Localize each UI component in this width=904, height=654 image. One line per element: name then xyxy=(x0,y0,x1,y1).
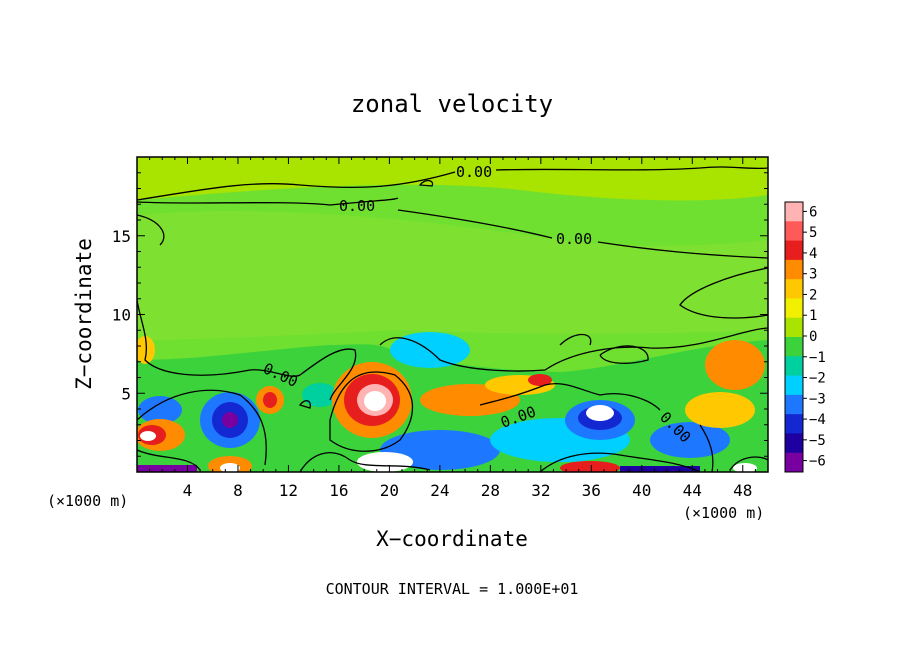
contour-line xyxy=(137,449,201,471)
colorbar-swatch xyxy=(785,279,803,299)
contour-line xyxy=(137,389,267,466)
blue-patch xyxy=(650,422,730,458)
colorbar-swatch xyxy=(785,414,803,434)
colorbar-label: 4 xyxy=(809,246,817,262)
contour-line xyxy=(137,214,165,246)
colorbar-frame xyxy=(784,201,804,473)
colorbar-label: −2 xyxy=(809,371,826,387)
white-patch xyxy=(140,431,156,441)
contour-line xyxy=(539,452,701,472)
x-tick-label: 16 xyxy=(329,481,348,500)
colorbar-swatch xyxy=(785,221,803,242)
x-tick-label: 48 xyxy=(733,481,752,500)
x-tick-label: 44 xyxy=(683,481,702,500)
plot-area xyxy=(137,157,768,472)
contour-label: 0.00 xyxy=(339,197,375,215)
contour-line xyxy=(599,345,649,364)
y-axis: 5 10 15 xyxy=(112,172,768,457)
colorbar-label: 0 xyxy=(809,329,817,345)
x-tick-label: 20 xyxy=(380,481,399,500)
colorbar-label: −4 xyxy=(809,412,826,428)
red-patch xyxy=(263,392,277,408)
orange-patch xyxy=(685,392,755,428)
colorbar-label: −6 xyxy=(809,454,826,470)
contour-lines xyxy=(137,166,768,472)
colorbar: 6 5 4 3 2 1 0 −1 −2 −3 −4 −5 −6 xyxy=(784,201,826,473)
contour-line xyxy=(137,197,399,206)
x-tick-label: 8 xyxy=(233,481,243,500)
x-tick-label: 36 xyxy=(582,481,601,500)
contour-line xyxy=(679,267,768,319)
contour-line xyxy=(479,383,661,411)
colorbar-swatch xyxy=(785,317,803,338)
white-patch xyxy=(364,391,386,411)
colorbar-swatch xyxy=(785,375,803,396)
x-tick-label: 12 xyxy=(279,481,298,500)
colorbar-swatch xyxy=(785,394,803,415)
colorbar-swatch xyxy=(785,202,803,222)
white-patch xyxy=(733,463,757,472)
red-patch xyxy=(528,374,552,386)
contour-interval-note: CONTOUR INTERVAL = 1.000E+01 xyxy=(326,580,579,598)
colorbar-swatch xyxy=(785,240,803,261)
contour-line xyxy=(299,452,431,472)
x-tick-label: 40 xyxy=(632,481,651,500)
x-unit-left: (×1000 m) xyxy=(47,492,128,510)
y-tick-label: 15 xyxy=(112,227,131,246)
colorbar-swatch xyxy=(785,259,803,280)
chart-title: zonal velocity xyxy=(351,90,553,118)
contour-line xyxy=(137,299,357,401)
x-unit-right: (×1000 m) xyxy=(683,504,764,522)
colorbar-swatch xyxy=(785,356,803,377)
colorbar-swatch xyxy=(785,337,803,357)
purple-strip xyxy=(620,466,700,472)
contour-line xyxy=(729,456,768,471)
orange-patch xyxy=(560,461,620,472)
x-tick-label: 28 xyxy=(481,481,500,500)
contour-label: 0.00 xyxy=(456,163,492,181)
contour-line xyxy=(418,179,434,187)
x-axis-label: X−coordinate xyxy=(376,527,528,551)
navy-patch xyxy=(222,412,238,428)
y-tick-label: 10 xyxy=(112,306,131,325)
field-upper-band xyxy=(137,157,768,201)
purple-strip xyxy=(137,465,197,472)
x-tick-label: 24 xyxy=(430,481,449,500)
y-tick-label: 5 xyxy=(121,384,131,403)
blue-patch xyxy=(138,396,182,424)
contour-line xyxy=(597,241,768,259)
contour-line xyxy=(495,166,768,171)
orange-patch xyxy=(420,384,520,416)
colorbar-label: 6 xyxy=(809,204,817,220)
x-axis: 4 8 12 16 20 24 28 32 36 40 44 48 xyxy=(149,157,756,500)
colorbar-swatch xyxy=(785,298,803,319)
contour-line xyxy=(379,327,768,372)
colorbar-label: 3 xyxy=(809,267,817,283)
x-tick-label: 32 xyxy=(531,481,550,500)
contour-line xyxy=(298,400,311,409)
contour-line xyxy=(329,371,414,452)
y-axis-label: Z−coordinate xyxy=(72,238,96,390)
colorbar-label: −5 xyxy=(809,433,826,449)
colorbar-label: 1 xyxy=(809,308,817,324)
contour-line xyxy=(559,333,592,346)
cyan-patch xyxy=(390,332,470,368)
white-patch xyxy=(357,452,413,472)
colorbar-label: −3 xyxy=(809,391,826,407)
colorbar-label: −1 xyxy=(809,350,826,366)
contour-line xyxy=(397,209,553,239)
contour-line xyxy=(699,424,714,472)
x-tick-label: 4 xyxy=(183,481,193,500)
field-mid-band xyxy=(137,211,768,340)
orange-patch xyxy=(705,340,765,390)
colorbar-swatch xyxy=(785,433,803,454)
white-patch xyxy=(586,405,614,421)
colorbar-swatch xyxy=(785,452,803,473)
contour-label: 0.00 xyxy=(556,230,592,248)
colorbar-label: 2 xyxy=(809,287,817,303)
contour-line xyxy=(137,171,456,201)
cyan-patch xyxy=(302,383,338,407)
colorbar-label: 5 xyxy=(809,225,817,241)
